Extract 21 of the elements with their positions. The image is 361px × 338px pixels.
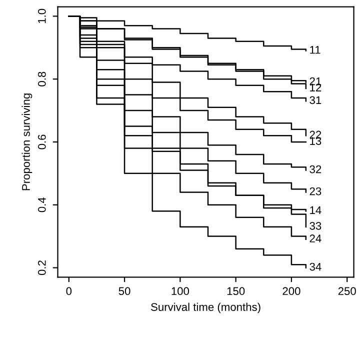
y-tick-label: 1.0 — [38, 8, 46, 24]
y-tick-label: 0.2 — [38, 260, 46, 276]
y-axis-title: Proportion surviving — [22, 94, 32, 190]
x-axis-title: Survival time (months) — [151, 302, 260, 314]
series-label: 34 — [310, 262, 322, 271]
y-tick-label: 0.6 — [38, 134, 46, 150]
series-label: 24 — [310, 234, 322, 242]
x-tick-label: 150 — [227, 287, 245, 296]
x-tick-label: 0 — [66, 287, 72, 296]
series-label: 33 — [310, 222, 322, 230]
y-tick-label: 0.8 — [38, 72, 46, 86]
series-label: 32 — [310, 165, 322, 174]
x-tick-label: 50 — [118, 287, 130, 296]
x-tick-label: 100 — [172, 287, 190, 296]
series-label: 31 — [310, 96, 322, 104]
x-tick-label: 200 — [282, 287, 300, 296]
x-tick-label: 250 — [338, 287, 356, 296]
series-label: 23 — [310, 187, 322, 196]
series-label: 14 — [310, 206, 322, 214]
series-label: 11 — [310, 46, 320, 54]
y-tick-label: 0.4 — [38, 197, 46, 212]
